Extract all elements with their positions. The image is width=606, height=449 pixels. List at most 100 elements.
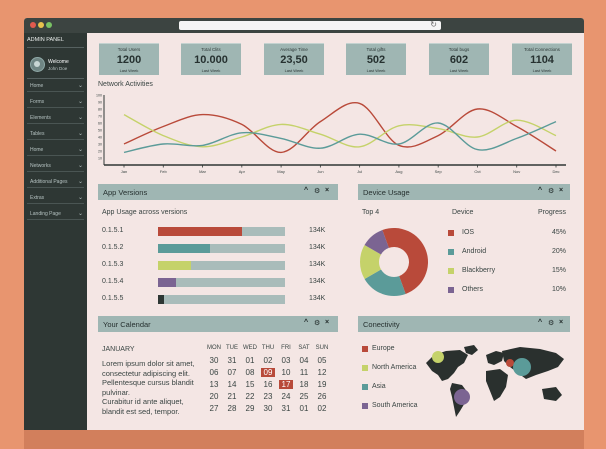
sidebar-item[interactable]: Elements ⌄ [27, 112, 84, 124]
stat-label: Total Clits [201, 47, 221, 52]
y-tick-label: 60 [98, 122, 102, 126]
calendar-day[interactable]: 30 [263, 404, 273, 413]
calendar-note-line: Pellentesque cursus blandit [102, 378, 194, 387]
close-window-dot[interactable] [30, 22, 36, 28]
y-tick-label: 70 [98, 115, 102, 119]
collapse-icon[interactable]: ^ [304, 187, 309, 194]
calendar-day[interactable]: 12 [317, 368, 327, 377]
sidebar-item-label: Additional Pages [30, 179, 68, 185]
y-tick-label: 20 [98, 150, 102, 154]
map-marker[interactable] [454, 389, 470, 405]
avatar[interactable] [30, 57, 45, 72]
calendar-day[interactable]: 03 [281, 356, 291, 365]
version-value: 134K [309, 227, 326, 234]
stat-period: Last Week [284, 68, 304, 73]
close-icon[interactable]: × [325, 187, 330, 194]
version-bar [158, 278, 285, 287]
calendar-day[interactable]: 27 [209, 404, 219, 413]
settings-icon[interactable]: ⚙ [314, 188, 321, 195]
version-bar-fill [158, 227, 242, 236]
calendar-day[interactable]: 01 [245, 356, 255, 365]
region-name: North America [372, 364, 417, 371]
sidebar-item-label: Extras [30, 195, 45, 201]
map-marker[interactable] [513, 358, 531, 376]
sidebar-item-label: Landing Page [30, 211, 61, 217]
calendar-day[interactable]: 10 [281, 368, 291, 377]
calendar-day[interactable]: 24 [281, 392, 291, 401]
calendar-day[interactable]: 01 [299, 404, 309, 413]
sidebar-item-label: Forms [30, 99, 45, 105]
x-tick-label: Mar [199, 169, 207, 174]
y-tick-label: 40 [98, 136, 102, 140]
calendar-day-header: FRI [281, 345, 291, 351]
calendar-day[interactable]: 22 [245, 392, 255, 401]
calendar-day[interactable]: 02 [263, 356, 273, 365]
stat-card: Total bugs 602 Last Week [429, 43, 489, 75]
calendar-day[interactable]: 15 [245, 380, 255, 389]
calendar-day[interactable]: 16 [263, 380, 273, 389]
close-icon[interactable]: × [325, 319, 330, 326]
calendar-day[interactable]: 05 [317, 356, 327, 365]
calendar-day[interactable]: 23 [263, 392, 273, 401]
region-color-swatch [362, 346, 368, 352]
collapse-icon[interactable]: ^ [538, 187, 543, 194]
device-progress: 20% [552, 248, 567, 255]
calendar-day[interactable]: 30 [209, 356, 219, 365]
calendar-day[interactable]: 21 [227, 392, 237, 401]
calendar-day[interactable]: 04 [299, 356, 309, 365]
reload-icon[interactable]: ↻ [430, 20, 437, 29]
close-icon[interactable]: × [559, 187, 564, 194]
calendar-day[interactable]: 26 [317, 392, 327, 401]
calendar-day[interactable]: 09 [261, 368, 275, 377]
calendar-day[interactable]: 07 [227, 368, 237, 377]
sidebar-item[interactable]: Forms ⌄ [27, 96, 84, 108]
calendar-day[interactable]: 06 [209, 368, 219, 377]
calendar-day[interactable]: 17 [279, 380, 293, 389]
version-label: 0.1.5.4 [102, 278, 124, 285]
stat-label: Total gifts [366, 47, 386, 52]
version-value: 134K [309, 295, 326, 302]
stat-value: 502 [366, 54, 386, 66]
sidebar-item[interactable]: Extras ⌄ [27, 192, 84, 204]
address-bar[interactable]: ↻ [179, 20, 441, 30]
settings-icon[interactable]: ⚙ [548, 320, 555, 327]
stat-period: Last Week [201, 68, 221, 73]
sidebar-item[interactable]: Home ⌄ [27, 80, 84, 92]
sidebar-item[interactable]: Tables ⌄ [27, 128, 84, 140]
close-icon[interactable]: × [559, 319, 564, 326]
maximize-window-dot[interactable] [46, 22, 52, 28]
device-name: Blackberry [462, 267, 496, 274]
calendar-note-line: consectetur adipiscing elit. [102, 368, 190, 378]
sidebar-item[interactable]: Additional Pages ⌄ [27, 176, 84, 188]
sidebar-item[interactable]: Home ⌄ [27, 144, 84, 156]
settings-icon[interactable]: ⚙ [314, 320, 321, 327]
calendar-day[interactable]: 18 [299, 380, 309, 389]
chevron-down-icon: ⌄ [77, 99, 83, 105]
calendar-day[interactable]: 25 [299, 392, 309, 401]
calendar-day[interactable]: 28 [227, 404, 237, 413]
calendar-day[interactable]: 29 [245, 404, 255, 413]
y-tick-label: 90 [98, 101, 102, 105]
calendar-day[interactable]: 20 [209, 392, 219, 401]
calendar-day[interactable]: 19 [317, 380, 327, 389]
calendar-day[interactable]: 31 [281, 404, 291, 413]
x-tick-label: Sep [435, 169, 443, 174]
calendar-day[interactable]: 02 [317, 404, 327, 413]
calendar-day[interactable]: 31 [227, 356, 237, 365]
sidebar-item[interactable]: Networks ⌄ [27, 160, 84, 172]
calendar-day[interactable]: 11 [299, 368, 309, 377]
stat-period: Last Week [449, 68, 469, 73]
minimize-window-dot[interactable] [38, 22, 44, 28]
stat-card: Total gifts 502 Last Week [346, 43, 406, 75]
calendar-day[interactable]: 08 [245, 368, 255, 377]
sidebar-item[interactable]: Landing Page ⌄ [27, 208, 84, 220]
calendar-day[interactable]: 13 [209, 380, 219, 389]
collapse-icon[interactable]: ^ [304, 319, 309, 326]
settings-icon[interactable]: ⚙ [548, 188, 555, 195]
calendar-day[interactable]: 14 [227, 380, 237, 389]
map-marker[interactable] [432, 351, 444, 363]
collapse-icon[interactable]: ^ [538, 319, 543, 326]
x-tick-label: Aug [395, 169, 402, 174]
stat-label: Total bugs [448, 47, 470, 52]
map-marker[interactable] [506, 359, 514, 367]
